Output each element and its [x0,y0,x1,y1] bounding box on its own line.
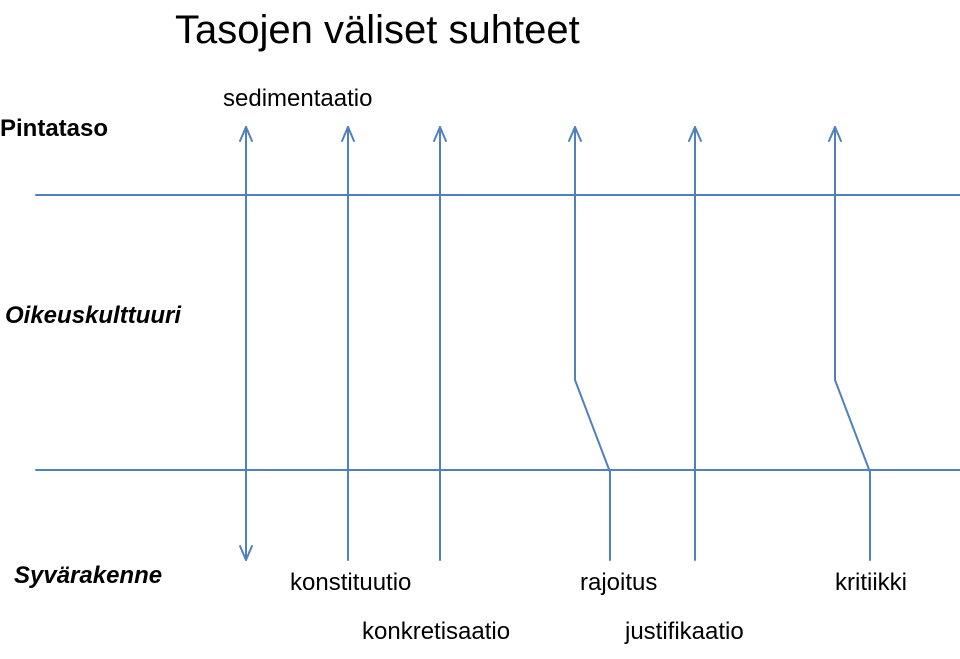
diagram-lines [0,0,960,659]
